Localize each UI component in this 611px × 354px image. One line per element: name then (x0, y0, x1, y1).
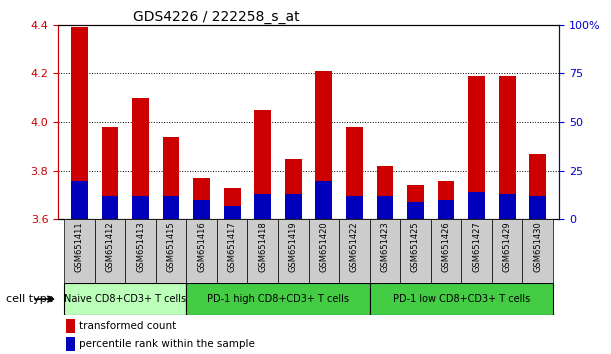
Text: GSM651422: GSM651422 (350, 221, 359, 272)
Bar (529, 154, 546, 219)
Bar (468, 192, 485, 219)
Bar (278, 219, 309, 283)
Text: Naive CD8+CD3+ T cells: Naive CD8+CD3+ T cells (64, 294, 186, 304)
Bar (71, 181, 88, 219)
Bar (64, 283, 186, 315)
Bar (400, 219, 431, 283)
Bar (101, 127, 119, 219)
Bar (65, 319, 75, 333)
Text: GSM651420: GSM651420 (320, 221, 328, 272)
Text: PD-1 low CD8+CD3+ T cells: PD-1 low CD8+CD3+ T cells (393, 294, 530, 304)
Bar (193, 178, 210, 219)
Bar (224, 206, 241, 219)
Text: GSM651411: GSM651411 (75, 221, 84, 272)
Bar (492, 219, 522, 283)
Text: GSM651413: GSM651413 (136, 221, 145, 272)
Bar (437, 181, 455, 219)
Text: GSM651418: GSM651418 (258, 221, 267, 272)
Bar (217, 219, 247, 283)
Text: GSM651425: GSM651425 (411, 221, 420, 272)
Bar (407, 202, 424, 219)
Bar (309, 219, 339, 283)
Bar (315, 71, 332, 219)
Bar (370, 283, 553, 315)
Bar (285, 159, 302, 219)
Text: transformed count: transformed count (79, 321, 176, 331)
Bar (376, 166, 393, 219)
Bar (461, 219, 492, 283)
Bar (247, 219, 278, 283)
Bar (65, 337, 75, 351)
Bar (186, 219, 217, 283)
Bar (346, 127, 363, 219)
Bar (339, 219, 370, 283)
Bar (101, 196, 119, 219)
Bar (370, 219, 400, 283)
Bar (95, 219, 125, 283)
Bar (224, 188, 241, 219)
Bar (193, 200, 210, 219)
Bar (437, 200, 455, 219)
Bar (156, 219, 186, 283)
Text: GSM651429: GSM651429 (503, 221, 511, 272)
Bar (163, 137, 180, 219)
Bar (254, 110, 271, 219)
Text: GDS4226 / 222258_s_at: GDS4226 / 222258_s_at (133, 10, 300, 24)
Bar (125, 219, 156, 283)
Bar (315, 181, 332, 219)
Bar (285, 194, 302, 219)
Bar (431, 219, 461, 283)
Bar (132, 98, 149, 219)
Text: GSM651416: GSM651416 (197, 221, 206, 272)
Bar (163, 196, 180, 219)
Bar (186, 283, 370, 315)
Text: GSM651426: GSM651426 (442, 221, 450, 272)
Text: GSM651423: GSM651423 (381, 221, 389, 272)
Bar (499, 76, 516, 219)
Text: GSM651415: GSM651415 (167, 221, 175, 272)
Bar (529, 196, 546, 219)
Bar (522, 219, 553, 283)
Text: GSM651430: GSM651430 (533, 221, 542, 272)
Bar (376, 196, 393, 219)
Bar (468, 76, 485, 219)
Bar (254, 194, 271, 219)
Bar (346, 196, 363, 219)
Text: GSM651412: GSM651412 (106, 221, 114, 272)
Text: cell type: cell type (6, 294, 54, 304)
Text: percentile rank within the sample: percentile rank within the sample (79, 339, 254, 349)
Bar (132, 196, 149, 219)
Bar (499, 194, 516, 219)
Text: GSM651419: GSM651419 (289, 221, 298, 272)
Text: GSM651417: GSM651417 (228, 221, 236, 272)
Text: PD-1 high CD8+CD3+ T cells: PD-1 high CD8+CD3+ T cells (207, 294, 349, 304)
Bar (407, 185, 424, 219)
Bar (64, 219, 95, 283)
Bar (71, 27, 88, 219)
Text: GSM651427: GSM651427 (472, 221, 481, 272)
